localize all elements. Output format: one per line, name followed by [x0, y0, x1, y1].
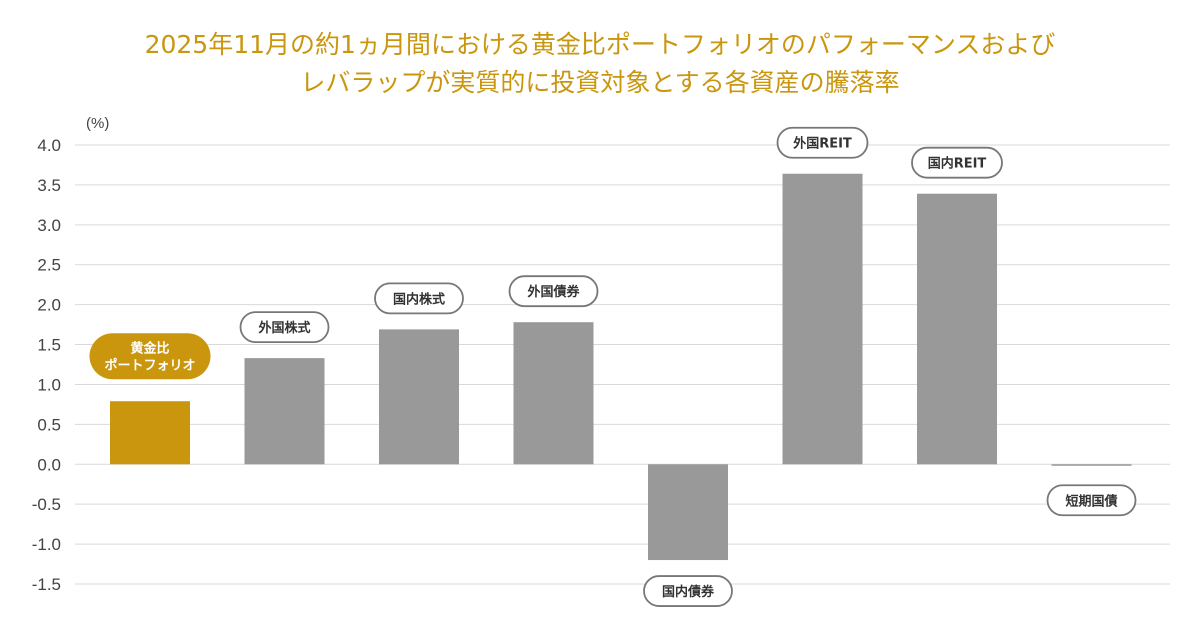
y-tick-label: 1.0: [37, 375, 61, 394]
category-label-1: 外国株式: [239, 311, 330, 344]
bar-2: [379, 329, 459, 465]
y-tick-label: -0.5: [32, 495, 61, 514]
category-label-text: 国内株式: [393, 291, 445, 307]
category-label-4: 国内債券: [643, 575, 733, 607]
y-tick-label: 0.0: [37, 455, 61, 474]
category-label-pill: [374, 282, 464, 315]
category-label-6: 国内REIT: [911, 146, 1003, 179]
bar-7: [1051, 464, 1132, 466]
y-tick-label: 4.0: [37, 136, 61, 155]
category-label-3: 外国債券: [508, 275, 599, 308]
category-label-text: 国内債券: [662, 584, 715, 600]
y-tick-label: 3.5: [37, 176, 61, 195]
chart-title: 2025年11月の約1ヵ月間における黄金比ポートフォリオのパフォーマンスおよび …: [0, 26, 1200, 102]
gridlines: [75, 144, 1170, 585]
category-label-pill: [239, 311, 330, 344]
bar-3: [513, 322, 594, 465]
y-axis-ticks: 4.0 3.5 3.0 2.5 2.0 1.5 1.0 0.5 0.0 -0.5 -1.0 -1.5: [32, 136, 61, 594]
category-label-text: 短期国債: [1065, 493, 1117, 509]
category-label-text: 外国債券: [526, 284, 580, 300]
bar-5: [782, 173, 863, 465]
bar-6: [917, 193, 997, 465]
y-tick-label: 2.5: [37, 256, 61, 275]
category-label-text: ポートフォリオ: [104, 358, 195, 374]
category-label-text: 外国株式: [257, 320, 310, 336]
bar-1: [244, 358, 325, 465]
category-label-pill: [508, 275, 599, 308]
y-tick-label: 1.5: [37, 336, 61, 355]
category-label-5: 外国REIT: [776, 126, 869, 159]
category-label-text: 国内REIT: [928, 156, 987, 172]
category-label-text: 外国REIT: [792, 136, 852, 152]
y-tick-label: -1.5: [32, 575, 61, 594]
y-tick-label: 3.0: [37, 216, 61, 235]
category-label-pill: [89, 333, 211, 380]
bar-4: [648, 464, 728, 561]
bars: [110, 173, 1132, 561]
category-label-2: 国内株式: [374, 282, 464, 315]
bar-0: [110, 401, 190, 465]
chart-title-line-1: 2025年11月の約1ヵ月間における黄金比ポートフォリオのパフォーマンスおよび: [144, 30, 1056, 59]
y-tick-label: 0.5: [37, 415, 61, 434]
category-label-text: 黄金比: [130, 341, 169, 357]
y-tick-label: -1.0: [32, 535, 61, 554]
category-label-pill: [643, 575, 733, 607]
category-label-7: 短期国債: [1046, 484, 1137, 517]
y-tick-label: 2.0: [37, 296, 61, 315]
category-label-pill: [1046, 484, 1137, 517]
category-label-pill: [911, 146, 1003, 179]
category-label-pill: [776, 126, 869, 159]
y-axis-unit-label: (%): [86, 115, 109, 132]
chart-title-line-2: レバラップが実質的に投資対象とする各資産の騰落率: [300, 68, 900, 97]
category-label-0: 黄金比ポートフォリオ: [89, 333, 211, 380]
